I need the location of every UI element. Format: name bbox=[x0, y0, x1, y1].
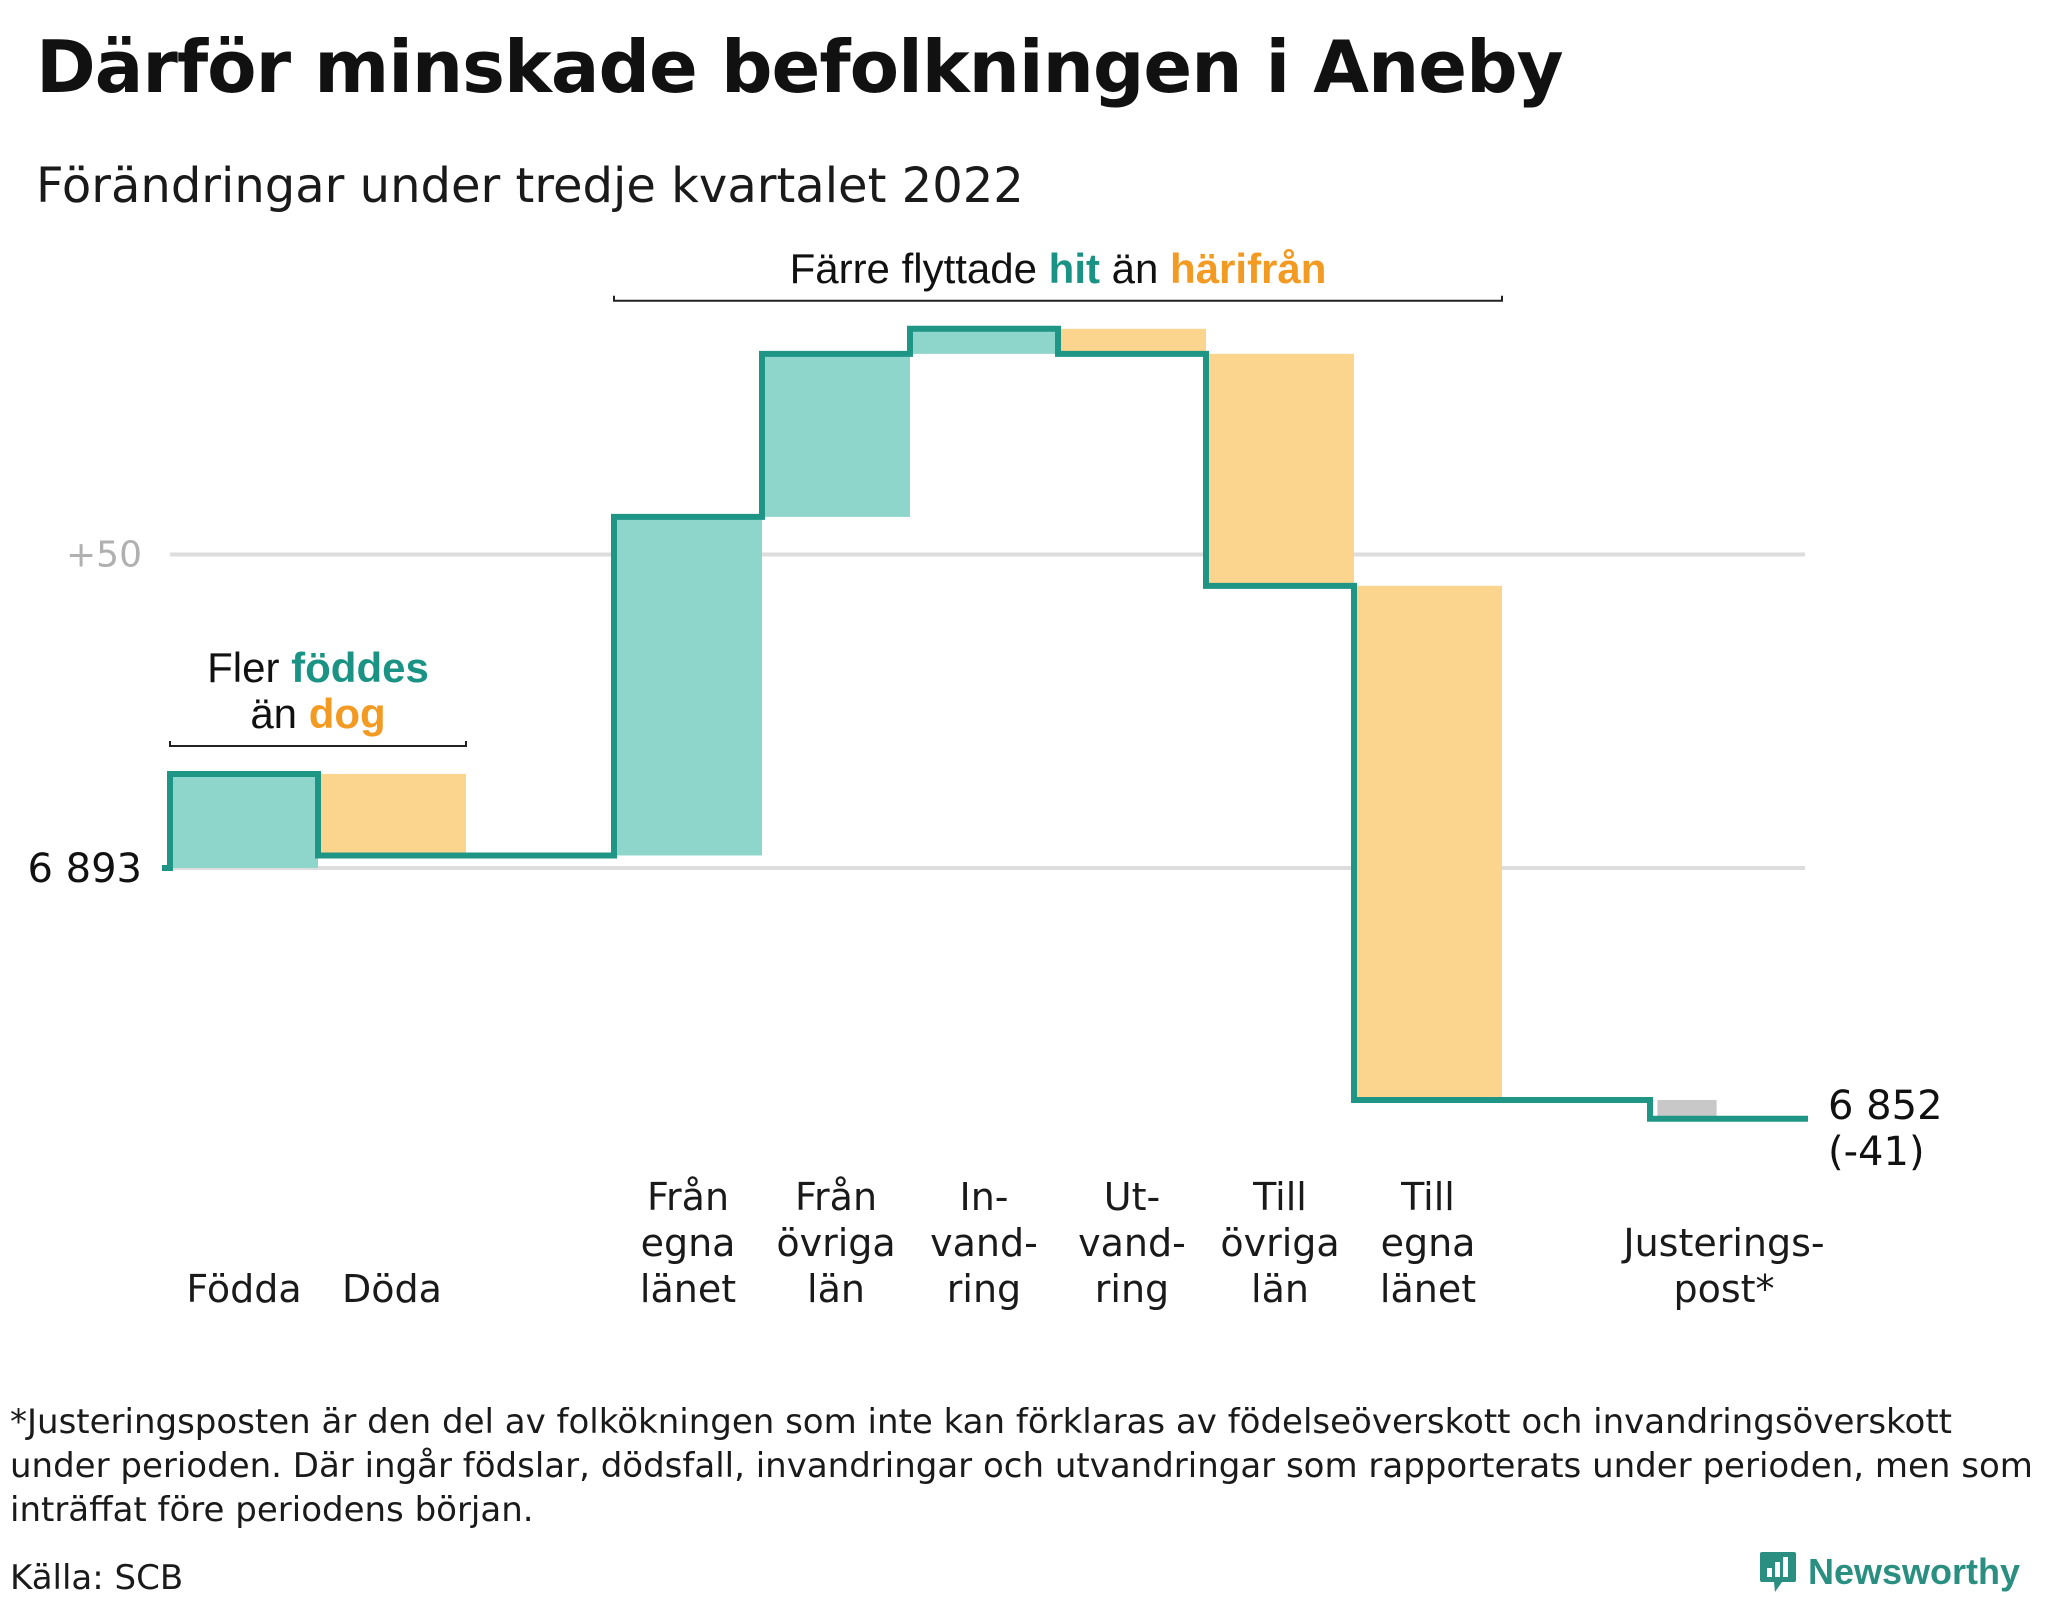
category-label: Justerings- bbox=[1621, 1221, 1824, 1265]
source-note: Källa: SCB bbox=[10, 1558, 184, 1598]
bar-födda bbox=[170, 773, 318, 868]
annotation-segment: än bbox=[1100, 245, 1170, 292]
newsworthy-logo: Newsworthy bbox=[1758, 1550, 2020, 1594]
category-label: övriga bbox=[1220, 1221, 1339, 1265]
category-label: egna bbox=[1381, 1221, 1476, 1265]
category-label: Döda bbox=[342, 1267, 442, 1311]
annotation-segment: föddes bbox=[291, 644, 429, 691]
chart-subtitle: Förändringar under tredje kvartalet 2022 bbox=[36, 158, 1024, 214]
category-label: län bbox=[807, 1267, 865, 1311]
bar-utvandring bbox=[1058, 328, 1206, 354]
category-label: Födda bbox=[186, 1267, 301, 1311]
category-label: vand- bbox=[930, 1221, 1038, 1265]
chart-speech-bubble-icon bbox=[1759, 1552, 1796, 1592]
annotation-segment: hit bbox=[1049, 245, 1100, 292]
category-label: post* bbox=[1673, 1267, 1774, 1311]
y-tick-label: +50 bbox=[66, 535, 142, 576]
running-total-line bbox=[162, 325, 1808, 1122]
category-label: Till bbox=[1400, 1175, 1455, 1219]
annotation-text: Fler föddes bbox=[207, 644, 429, 691]
category-label: In- bbox=[959, 1175, 1008, 1219]
bar-frånövrigalän bbox=[762, 353, 910, 517]
annotation-bracket bbox=[613, 295, 1503, 302]
bar-döda bbox=[318, 773, 466, 856]
start-value-label: 6 893 bbox=[27, 846, 142, 892]
annotation-segment: dog bbox=[309, 690, 386, 737]
bars bbox=[170, 328, 1717, 1119]
category-label: ring bbox=[1095, 1267, 1169, 1311]
annotation-text: än dog bbox=[250, 690, 385, 737]
category-label: Till bbox=[1252, 1175, 1307, 1219]
category-label: Ut- bbox=[1104, 1175, 1160, 1219]
bar-tillegnalänet bbox=[1354, 585, 1502, 1100]
category-label: län bbox=[1251, 1267, 1309, 1311]
logo-text: Newsworthy bbox=[1807, 1551, 2020, 1592]
end-value-label: 6 852 bbox=[1828, 1083, 1943, 1129]
gridlines bbox=[170, 552, 1805, 870]
footnote: *Justeringsposten är den del av folkökni… bbox=[10, 1402, 2033, 1530]
bar-justeringspost bbox=[1657, 1099, 1717, 1119]
annotation-segment: härifrån bbox=[1170, 245, 1326, 292]
annotation-text: Färre flyttade hit än härifrån bbox=[790, 245, 1327, 292]
category-label: Från bbox=[795, 1175, 877, 1219]
annotation-segment: Färre flyttade bbox=[790, 245, 1049, 292]
bar-tillövrigalän bbox=[1206, 353, 1354, 586]
category-label: länet bbox=[640, 1267, 736, 1311]
category-label: länet bbox=[1380, 1267, 1476, 1311]
end-change-label: (-41) bbox=[1828, 1129, 1925, 1175]
annotation-segment: Fler bbox=[207, 644, 291, 691]
bar-frånegnalänet bbox=[614, 516, 762, 856]
annotation-bracket bbox=[169, 740, 467, 747]
running-total-path bbox=[162, 325, 1808, 1122]
category-label: övriga bbox=[776, 1221, 895, 1265]
category-label: Från bbox=[647, 1175, 729, 1219]
bar-invandring bbox=[910, 328, 1058, 354]
annotation-segment: än bbox=[250, 690, 308, 737]
category-label: vand- bbox=[1078, 1221, 1186, 1265]
category-label: ring bbox=[947, 1267, 1021, 1311]
category-label: egna bbox=[641, 1221, 736, 1265]
chart-title: Därför minskade befolkningen i Aneby bbox=[36, 25, 1564, 109]
